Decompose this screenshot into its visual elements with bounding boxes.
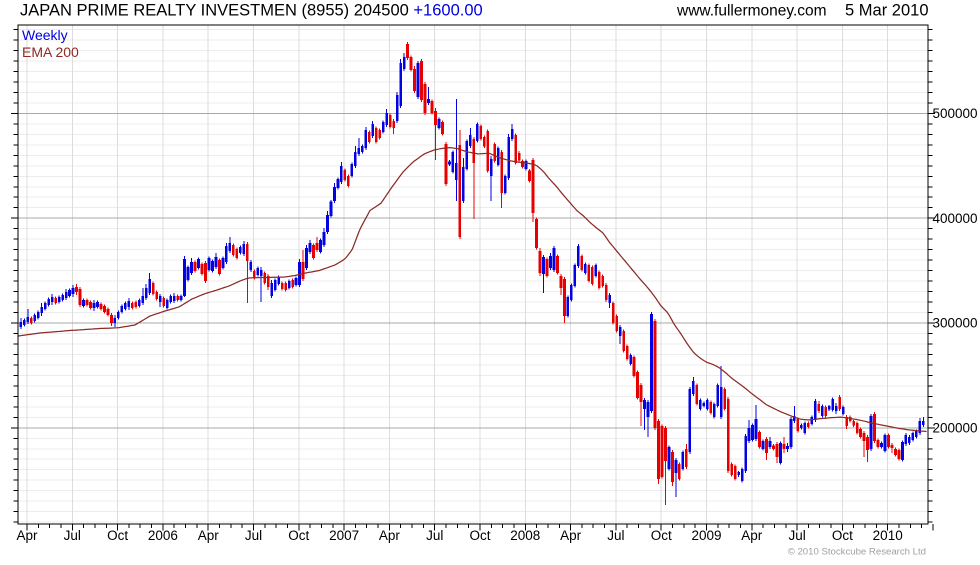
svg-text:Apr: Apr — [560, 528, 582, 543]
svg-text:Apr: Apr — [198, 528, 220, 543]
svg-text:2008: 2008 — [510, 528, 540, 543]
svg-text:200000: 200000 — [933, 421, 978, 436]
svg-text:Jul: Jul — [607, 528, 624, 543]
svg-text:Oct: Oct — [651, 528, 672, 543]
svg-text:Jul: Jul — [788, 528, 805, 543]
svg-text:Oct: Oct — [107, 528, 128, 543]
svg-text:EMA 200: EMA 200 — [22, 44, 79, 60]
svg-text:Jul: Jul — [245, 528, 262, 543]
svg-text:Jul: Jul — [64, 528, 81, 543]
svg-text:400000: 400000 — [933, 211, 978, 226]
svg-text:Apr: Apr — [379, 528, 401, 543]
svg-text:300000: 300000 — [933, 316, 978, 331]
svg-text:Apr: Apr — [741, 528, 763, 543]
svg-text:Oct: Oct — [832, 528, 853, 543]
svg-text:Jul: Jul — [426, 528, 443, 543]
svg-text:www.fullermoney.com: www.fullermoney.com — [676, 3, 827, 20]
svg-text:© 2010 Stockcube Research Ltd: © 2010 Stockcube Research Ltd — [788, 547, 926, 558]
svg-text:Oct: Oct — [288, 528, 309, 543]
svg-text:Weekly: Weekly — [22, 27, 68, 43]
svg-text:JAPAN PRIME REALTY INVESTMEN (: JAPAN PRIME REALTY INVESTMEN (8955) 2045… — [20, 2, 483, 20]
svg-text:2009: 2009 — [691, 528, 721, 543]
svg-text:Apr: Apr — [16, 528, 38, 543]
svg-text:2006: 2006 — [148, 528, 178, 543]
svg-text:Oct: Oct — [469, 528, 490, 543]
svg-text:2010: 2010 — [873, 528, 903, 543]
svg-text:500000: 500000 — [933, 106, 978, 121]
svg-text:2007: 2007 — [329, 528, 359, 543]
svg-text:5 Mar 2010: 5 Mar 2010 — [845, 2, 928, 20]
